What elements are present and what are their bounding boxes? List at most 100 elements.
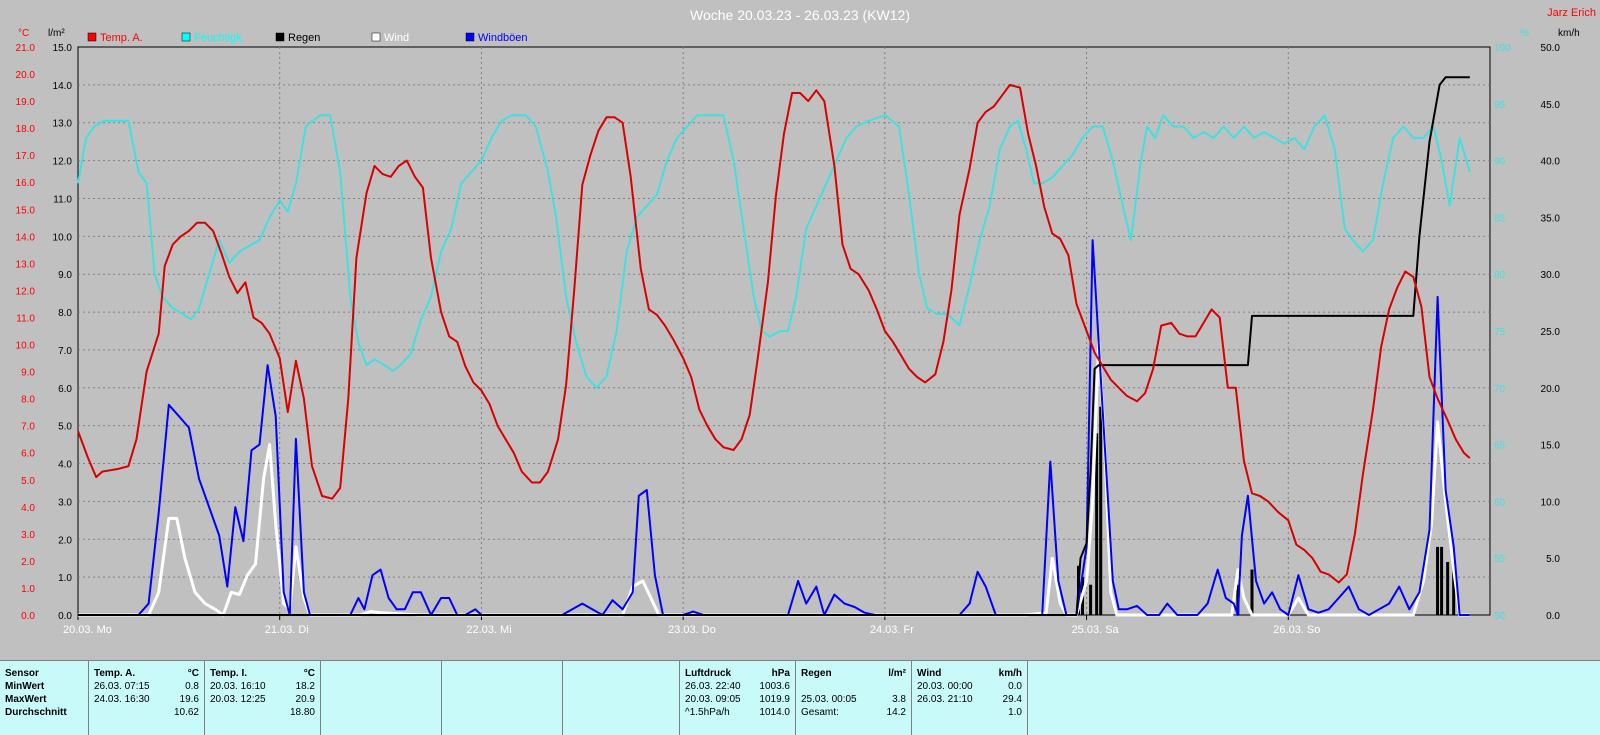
temp-tick-label: 7.0 [21,422,35,433]
x-tick-label: 24.03. Fr [870,624,914,636]
rain-total-label: Gesamt: [801,707,839,718]
legend-label: Wind [384,32,409,44]
pressure-average: 1014.0 [759,707,790,718]
series-layer [77,76,1471,617]
pressure-max-time: 20.03. 09:05 [685,694,741,705]
pressure-unit: hPa [771,668,790,679]
rain-tick-label: 12.0 [53,157,73,168]
temp-tick-label: 1.0 [21,584,35,595]
wind-unit: km/h [998,668,1022,679]
rain-tick-label: 2.0 [58,535,72,546]
rain-tick-label: 7.0 [58,346,72,357]
temp-tick-label: 18.0 [16,124,36,135]
humidity-tick-label: 85 [1494,213,1506,224]
temp-tick-label: 19.0 [16,97,36,108]
legend-label: Feuchtigk. [194,32,245,44]
wind-tick-label: 0.0 [1546,611,1560,622]
temp-a-unit: °C [187,668,199,679]
series-line-windben [78,239,1470,616]
temp-tick-label: 10.0 [16,341,36,352]
temp-tick-label: 3.0 [21,530,35,541]
legend-swatch [371,32,381,42]
y-axis-ticks: 0.0 1.0 2.0 3.0 4.0 5.0 6.0 7.0 8.0 9.0 10.0 11.0 12… [16,43,1561,622]
humidity-tick-label: 70 [1494,384,1506,395]
rain-total-value: 14.2 [886,707,906,718]
humidity-tick-label: 95 [1494,100,1506,111]
x-tick-label: 22.03. Mi [466,624,511,636]
temp-a-average: 10.62 [173,707,199,718]
x-axis-ticks: 20.03. Mo 21.03. Di 22.03. Mi 23.03. Do 24.0… [63,615,1320,636]
stats-temp-a-column: Temp. A. °C 26.03. 07:15 0.8 24.03. 16:30 1… [89,661,205,735]
rain-tick-label: 0.0 [58,611,72,622]
stats-row-avg: Durchschnitt [5,707,67,718]
rain-axis-unit: l/m² [48,28,65,39]
wind-tick-label: 35.0 [1541,213,1561,224]
rain-tick-label: 1.0 [58,573,72,584]
temp-tick-label: 13.0 [16,259,36,270]
temp-a-min-time: 26.03. 07:15 [94,681,150,692]
wind-tick-label: 25.0 [1541,327,1561,338]
wind-header: Wind [917,668,942,679]
rain-tick-label: 5.0 [58,422,72,433]
temp-i-max-time: 20.03. 12:25 [210,694,266,705]
rain-tick-label: 6.0 [58,384,72,395]
rain-tick-label: 3.0 [58,497,72,508]
rain-header: Regen [801,668,832,679]
wind-tick-label: 10.0 [1541,497,1561,508]
wind-min-time: 20.03. 00:00 [917,681,973,692]
legend-swatch [275,32,285,42]
stats-empty-column-3 [563,661,680,735]
temp-tick-label: 20.0 [16,70,36,81]
legend-label: Windböen [478,32,528,44]
stats-rain-column: Regen l/m² 25.03. 00:05 3.8 Gesamt: 14.2 [796,661,912,735]
stats-pressure-column: Luftdruck hPa 26.03. 22:40 1003.6 20.03. 0… [680,661,796,735]
temp-tick-label: 15.0 [16,205,36,216]
series-line-regen [78,76,1470,616]
stats-wind-column: Wind km/h 20.03. 00:00 0.0 26.03. 21:10 29.… [912,661,1028,735]
temp-tick-label: 17.0 [16,151,36,162]
temp-tick-label: 16.0 [16,178,36,189]
legend-swatch [181,32,191,42]
temp-i-max-value: 20.9 [295,694,315,705]
temp-tick-label: 12.0 [16,286,36,297]
wind-max-value: 29.4 [1002,694,1022,705]
pressure-min-time: 26.03. 22:40 [685,681,741,692]
wind-tick-label: 50.0 [1541,43,1561,54]
chart-title: Woche 20.03.23 - 26.03.23 (KW12) [690,7,910,23]
temp-i-unit: °C [303,668,315,679]
stats-empty-column-2 [442,661,563,735]
rain-unit: l/m² [888,668,906,679]
temp-i-average: 18.80 [289,707,315,718]
temp-tick-label: 14.0 [16,232,36,243]
stats-row-min: MinWert [5,681,45,692]
stats-empty-column-1 [321,661,442,735]
temp-i-header: Temp. I. [210,668,248,679]
x-tick-label: 20.03. Mo [63,624,112,636]
temp-tick-label: 11.0 [16,313,35,324]
temp-i-min-time: 20.03. 16:10 [210,681,266,692]
temp-axis-unit: °C [18,28,29,39]
humidity-tick-label: 60 [1494,497,1506,508]
rain-tick-label: 9.0 [58,270,72,281]
wind-max-time: 26.03. 21:10 [917,694,973,705]
legend-swatch [87,32,97,42]
stats-header-sensor: Sensor [5,668,39,679]
pressure-trend: ^1.5hPa/h [685,707,730,718]
station-label: Jarz Erich [1547,7,1596,19]
series-line-tempa [77,83,1471,584]
wind-tick-label: 40.0 [1541,157,1561,168]
rain-tick-label: 8.0 [58,308,72,319]
temp-i-min-value: 18.2 [295,681,315,692]
rain-tick-label: 15.0 [53,43,73,54]
temp-tick-label: 6.0 [21,449,35,460]
series-line-wind [78,340,1470,617]
humidity-tick-label: 90 [1494,157,1506,168]
humidity-tick-label: 55 [1494,554,1506,565]
temp-tick-label: 8.0 [21,395,35,406]
pressure-min-value: 1003.6 [759,681,790,692]
humidity-tick-label: 75 [1494,327,1506,338]
temp-a-min-value: 0.8 [185,681,199,692]
legend: Temp. A. Feuchtigk. Regen Wind Windböen [87,32,528,44]
rain-tick-label: 11.0 [53,194,72,205]
weather-chart: Woche 20.03.23 - 26.03.23 (KW12) Jarz Er… [16,7,1596,636]
